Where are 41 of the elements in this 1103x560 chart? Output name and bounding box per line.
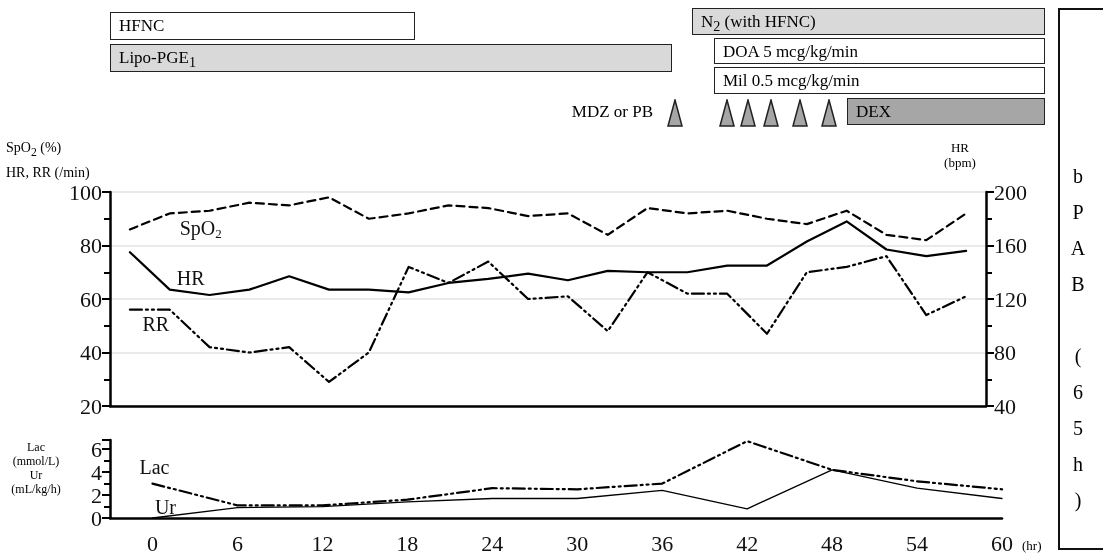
- x-tick-label: 6: [231, 530, 243, 556]
- box-frame: Mil 0.5 mcg/kg/min: [714, 67, 1045, 94]
- box-frame: DOA 5 mcg/kg/min: [714, 38, 1045, 64]
- box-frame: N$_{2}$ (with HFNC): [692, 8, 1045, 35]
- bracket-frame: bPAB (65h): [1058, 8, 1103, 550]
- series-label: Lac: [139, 455, 170, 478]
- y-tick-label: 0: [91, 505, 102, 531]
- series-label: RR: [142, 312, 170, 335]
- x-tick-label: 42: [736, 530, 759, 556]
- x-tick-label: 60: [991, 530, 1013, 556]
- x-tick-label: 36: [651, 530, 674, 556]
- y-tick-label: 20: [80, 393, 102, 419]
- series-label: Ur: [154, 496, 177, 518]
- y2-axis-title: HR (bpm): [943, 140, 977, 170]
- x-axis-title: (hr): [1022, 538, 1042, 554]
- x-tick-label: 54: [906, 530, 929, 556]
- y-tick-label: 80: [80, 233, 102, 258]
- y-tick-label: 2: [91, 482, 102, 508]
- y2-tick-label: 160: [994, 233, 1027, 258]
- x-tick-label: 12: [311, 530, 334, 556]
- y-axis-title: SpO$_{2}$ (%) HR, RR (/min): [6, 139, 90, 182]
- y2-tick-label: 40: [994, 393, 1016, 419]
- text: MDZ or PB: [571, 102, 653, 122]
- x-tick-label: 24: [481, 530, 504, 556]
- y-axis-title: Lac (mmol/L) Ur (mL/kg/h): [10, 440, 62, 496]
- series-label: HR: [176, 266, 206, 289]
- x-tick-label: 0: [146, 530, 158, 556]
- x-tick-label: 48: [821, 530, 844, 556]
- y-tick-label: 60: [80, 286, 102, 312]
- y-tick-label: 40: [80, 340, 102, 365]
- y-tick-label: 6: [91, 436, 102, 462]
- x-tick-label: 18: [396, 530, 419, 556]
- x-tick-label: 30: [566, 530, 589, 556]
- box-frame: HFNC: [110, 12, 415, 40]
- y2-tick-label: 200: [994, 179, 1027, 205]
- box-frame: Lipo-PGE$_{1}$: [110, 44, 672, 72]
- y-tick-label: 4: [91, 459, 102, 485]
- y2-tick-label: 80: [994, 340, 1016, 365]
- y2-tick-label: 120: [994, 286, 1027, 312]
- box-frame: DEX: [847, 98, 1045, 125]
- y-tick-label: 100: [69, 179, 102, 205]
